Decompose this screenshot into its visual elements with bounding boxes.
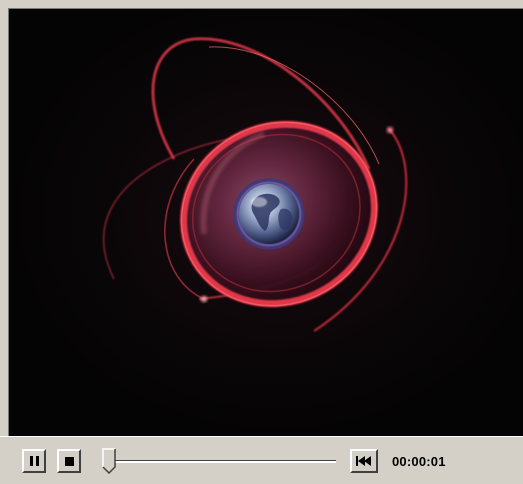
pause-icon [29, 456, 39, 466]
time-display: 00:00:01 [392, 454, 446, 469]
skip-to-start-icon [356, 456, 371, 466]
pause-button[interactable] [22, 449, 46, 473]
window-frame-top [0, 0, 523, 8]
video-frame [9, 9, 523, 436]
stop-icon [64, 456, 74, 466]
seek-bar-track[interactable] [104, 460, 336, 463]
window-frame-left [0, 0, 8, 440]
rewind-button[interactable] [350, 449, 378, 473]
video-display[interactable] [8, 8, 523, 436]
seek-bar-thumb[interactable] [102, 448, 116, 474]
transport-controls: 00:00:01 [0, 436, 523, 484]
stop-button[interactable] [57, 449, 81, 473]
